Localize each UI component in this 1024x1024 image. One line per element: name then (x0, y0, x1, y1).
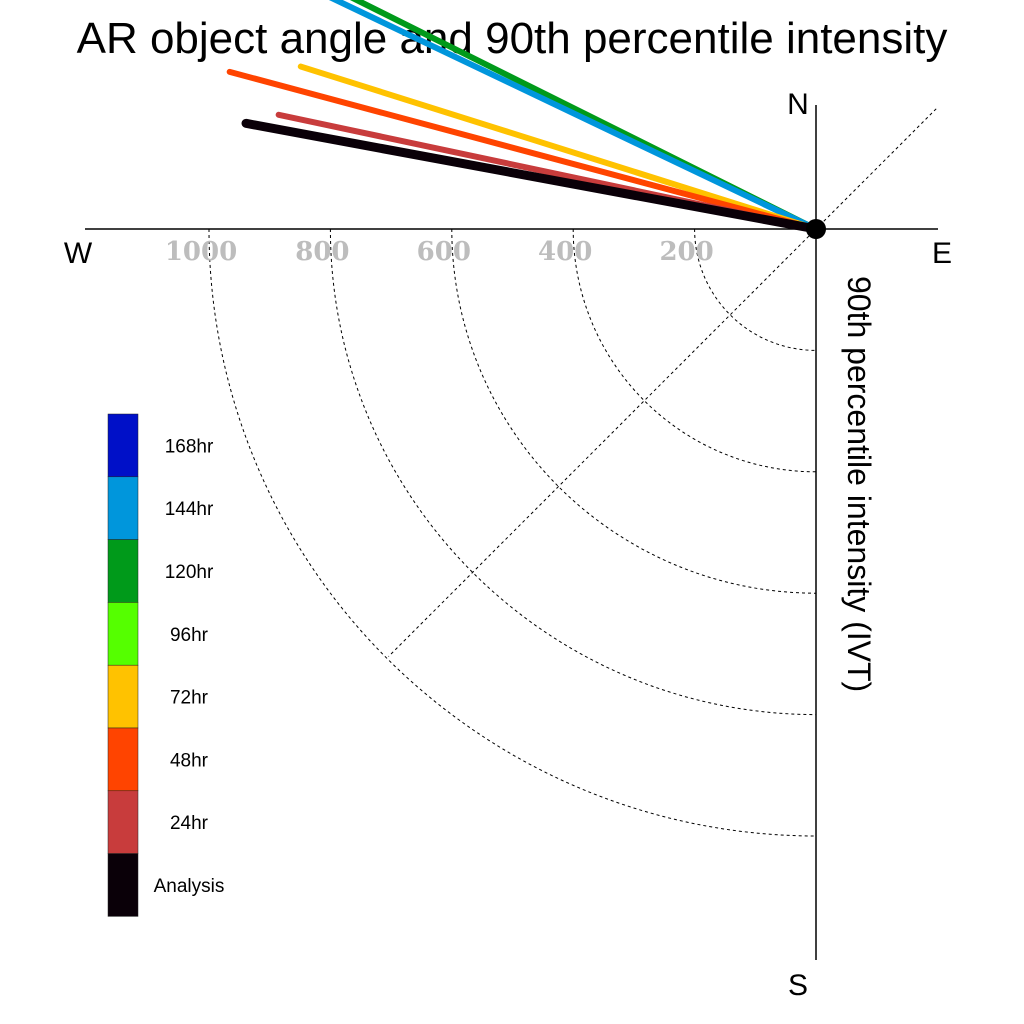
radial-ticks: 200 400 600 800 1000 (165, 237, 714, 267)
legend-label: 48hr (170, 750, 209, 771)
legend-swatch (107, 413, 139, 478)
legend-label: 168hr (165, 436, 214, 457)
legend-swatch (107, 602, 139, 666)
legend-swatch (107, 853, 139, 917)
vector-analysis (241, 118, 821, 234)
tick-label: 800 (295, 237, 349, 267)
tick-label: 400 (538, 237, 592, 267)
vector-144hr (328, 0, 819, 232)
legend: 168hr 144hr 120hr 96hr 72hr 48hr 24hr Analysis (107, 413, 225, 917)
radial-axis-label: 90th percentile intensity (IVT) (841, 276, 877, 692)
grid-arc (694, 228, 817, 351)
legend-label: 24hr (170, 813, 209, 834)
tick-label: 200 (659, 237, 713, 267)
legend-label: 96hr (170, 625, 209, 646)
tick-label: 1000 (165, 237, 237, 267)
vector-48hr (226, 68, 819, 232)
origin-dot (806, 219, 826, 239)
grid-arc (451, 228, 817, 594)
grid (208, 108, 937, 837)
legend-swatch (107, 790, 139, 854)
legend-label: 144hr (165, 499, 214, 520)
legend-swatch (107, 476, 139, 540)
legend-label: 72hr (170, 688, 209, 709)
compass-west: W (64, 237, 93, 270)
legend-label: 120hr (165, 562, 214, 583)
chart-title: AR object angle and 90th percentile inte… (76, 14, 948, 63)
legend-label: Analysis (154, 876, 225, 897)
legend-swatch (107, 727, 139, 792)
compass-south: S (788, 969, 808, 1002)
legend-swatch (107, 664, 139, 729)
vectors (226, 0, 821, 234)
grid-arc (208, 228, 817, 837)
compass-north: N (787, 88, 809, 121)
grid-arc (572, 228, 817, 473)
axes: N S E W (64, 88, 952, 1002)
tick-label: 600 (417, 237, 471, 267)
grid-arc (329, 228, 817, 716)
compass-east: E (932, 237, 952, 270)
legend-swatch (107, 539, 139, 603)
vector-72hr (297, 63, 819, 232)
